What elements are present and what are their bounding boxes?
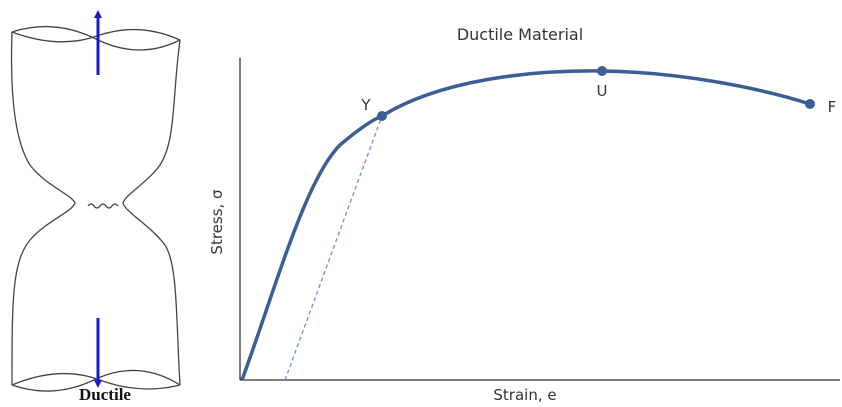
specimen-top-inner — [12, 30, 180, 42]
point-label: U — [597, 82, 608, 100]
y-axis-label: Stress, σ — [208, 189, 226, 255]
specimen-top-edge — [12, 27, 180, 50]
specimen-right-edge — [123, 40, 180, 385]
point-marker — [597, 66, 607, 76]
graph: Ductile Material Stress, σ Strain, e Y U… — [208, 25, 840, 404]
graph-title: Ductile Material — [457, 25, 583, 44]
x-axis-label: Strain, e — [493, 386, 556, 404]
specimen-label: Ductile — [79, 385, 131, 404]
point-marker — [377, 111, 387, 121]
point-label: Y — [360, 96, 371, 114]
crack — [88, 204, 118, 208]
specimen-left-edge — [12, 32, 75, 385]
point-label: F — [828, 98, 837, 116]
offset-line — [285, 116, 382, 380]
specimen — [12, 27, 180, 392]
stress-strain-curve — [242, 71, 810, 380]
diagram: Ductile Ductile Material Stress, σ Strai… — [0, 0, 842, 407]
point-marker — [805, 99, 815, 109]
